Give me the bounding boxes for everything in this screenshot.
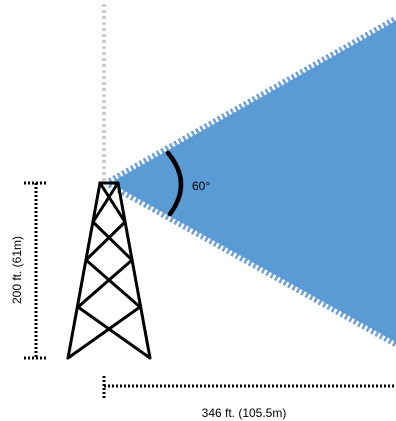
- angle-arc: [165, 150, 184, 217]
- distance-dimension: [102, 376, 396, 398]
- upper-beam-edge: [105, 15, 396, 185]
- tower: [66, 181, 152, 360]
- lower-beam-edge: [105, 181, 396, 348]
- height-dimension: [24, 181, 48, 360]
- height-label: 200 ft. (61m): [10, 236, 24, 304]
- angle-label: 60°: [192, 179, 210, 193]
- distance-label: 346 ft. (105.5m): [202, 406, 287, 420]
- coverage-cone: [107, 20, 396, 343]
